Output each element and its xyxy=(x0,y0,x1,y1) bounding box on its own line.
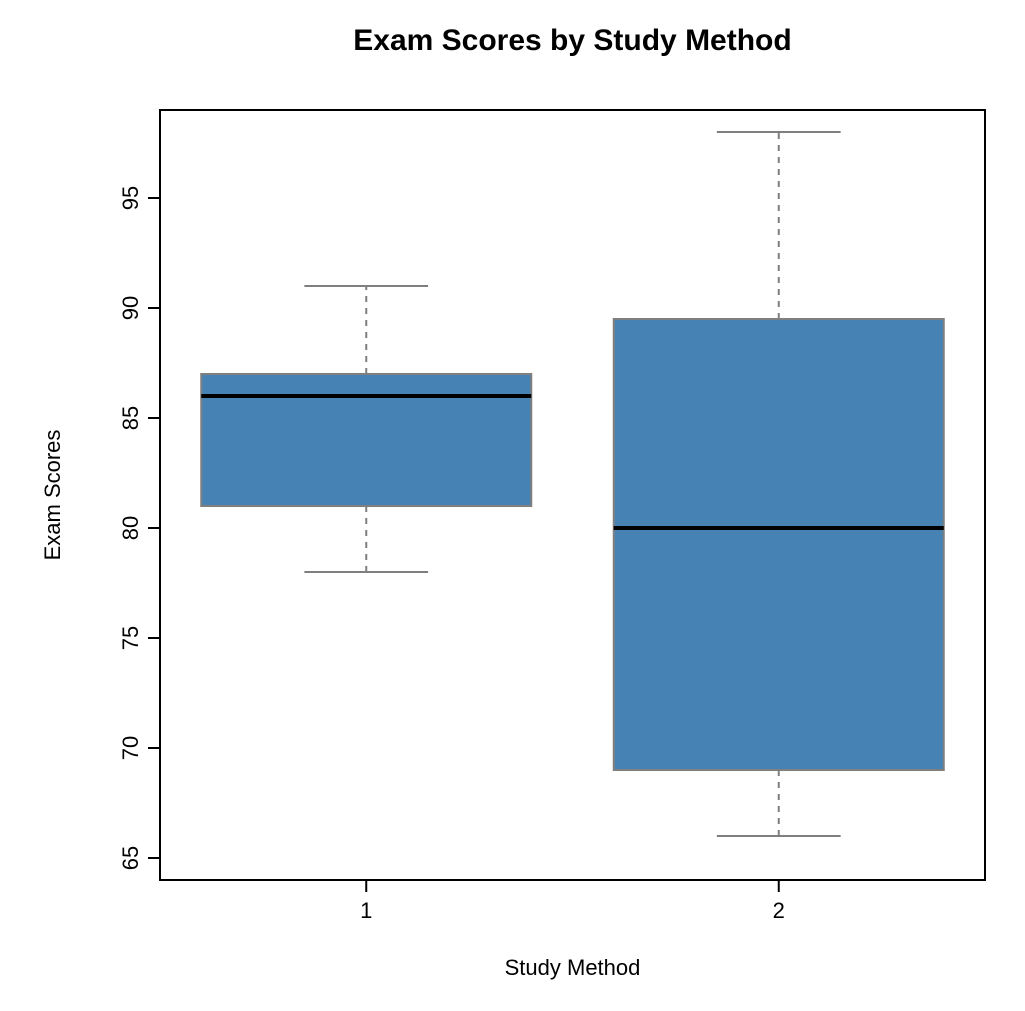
y-tick-label: 70 xyxy=(118,736,143,760)
box-rect xyxy=(614,319,944,770)
chart-title: Exam Scores by Study Method xyxy=(353,24,791,57)
y-tick-label: 85 xyxy=(118,406,143,430)
y-tick-label: 90 xyxy=(118,296,143,320)
chart-svg: Exam Scores by Study Method 65 70 75 80 85 90 9… xyxy=(0,0,1025,1011)
x-tick-label: 2 xyxy=(773,898,785,923)
x-axis-label: Study Method xyxy=(505,955,641,980)
y-tick-label: 75 xyxy=(118,626,143,650)
y-tick-label: 80 xyxy=(118,516,143,540)
y-axis-label: Exam Scores xyxy=(40,430,65,561)
boxplot-chart: Exam Scores by Study Method 65 70 75 80 85 90 9… xyxy=(0,0,1025,1011)
box-rect xyxy=(201,374,531,506)
y-tick-label: 65 xyxy=(118,846,143,870)
x-tick-label: 1 xyxy=(360,898,372,923)
y-tick-label: 95 xyxy=(118,186,143,210)
